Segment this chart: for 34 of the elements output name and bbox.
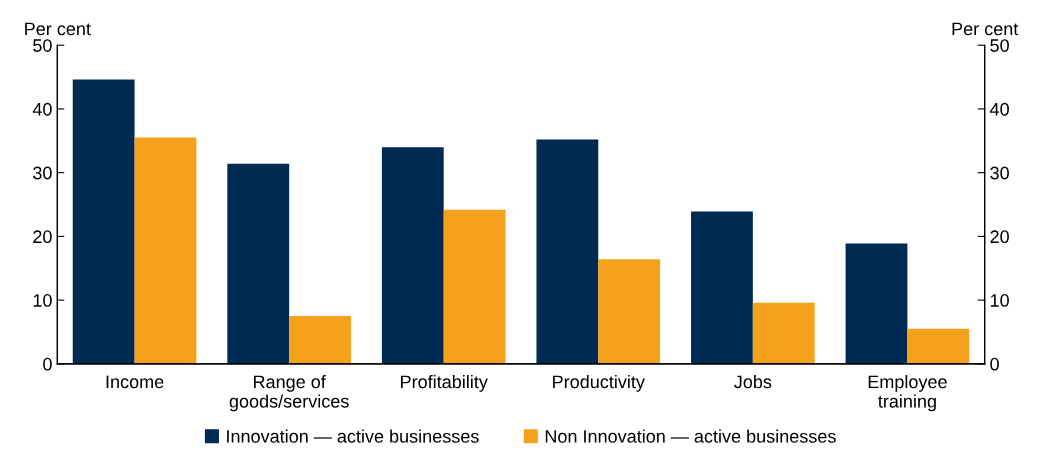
y2-tick-label: 10 xyxy=(990,294,1009,307)
x-tick-label: Employee training xyxy=(868,374,947,412)
y2-tick-label: 20 xyxy=(990,230,1009,244)
y-tick-label: 0 xyxy=(43,357,52,371)
x-tick-label: Income xyxy=(106,375,164,389)
legend-label: Non Innovation — active businesses xyxy=(545,429,836,443)
bar xyxy=(381,147,444,364)
bar xyxy=(443,209,506,364)
y-axis-title: Per cent xyxy=(25,22,91,36)
bar xyxy=(227,163,290,364)
bar xyxy=(134,137,197,364)
y-tick-label: 40 xyxy=(32,102,52,116)
y2-tick-label: 0 xyxy=(990,357,999,371)
legend-label: Innovation — active businesses xyxy=(227,429,479,443)
bar xyxy=(536,139,599,364)
bar xyxy=(691,211,753,364)
bar xyxy=(845,243,908,364)
y2-tick-label: 40 xyxy=(989,102,1009,116)
x-tick-label: Productivity xyxy=(553,374,645,392)
y2-tick-label: 30 xyxy=(990,166,1009,180)
x-tick-label: Profitability xyxy=(401,374,488,392)
y-tick-label: 50 xyxy=(33,39,52,52)
bar xyxy=(289,316,351,364)
y-tick-label: 20 xyxy=(33,230,52,244)
y-tick-label: 30 xyxy=(33,166,52,180)
x-tick-label: Jobs xyxy=(734,374,772,389)
y2-tick-label: 50 xyxy=(990,39,1009,52)
bar xyxy=(598,259,661,364)
y-tick-label: 10 xyxy=(33,294,52,307)
x-tick-label: Range of goods/services xyxy=(229,374,349,412)
bar xyxy=(72,79,135,364)
bar xyxy=(752,302,815,364)
y2-axis-title: Per cent xyxy=(952,22,1019,36)
bar xyxy=(907,328,970,364)
